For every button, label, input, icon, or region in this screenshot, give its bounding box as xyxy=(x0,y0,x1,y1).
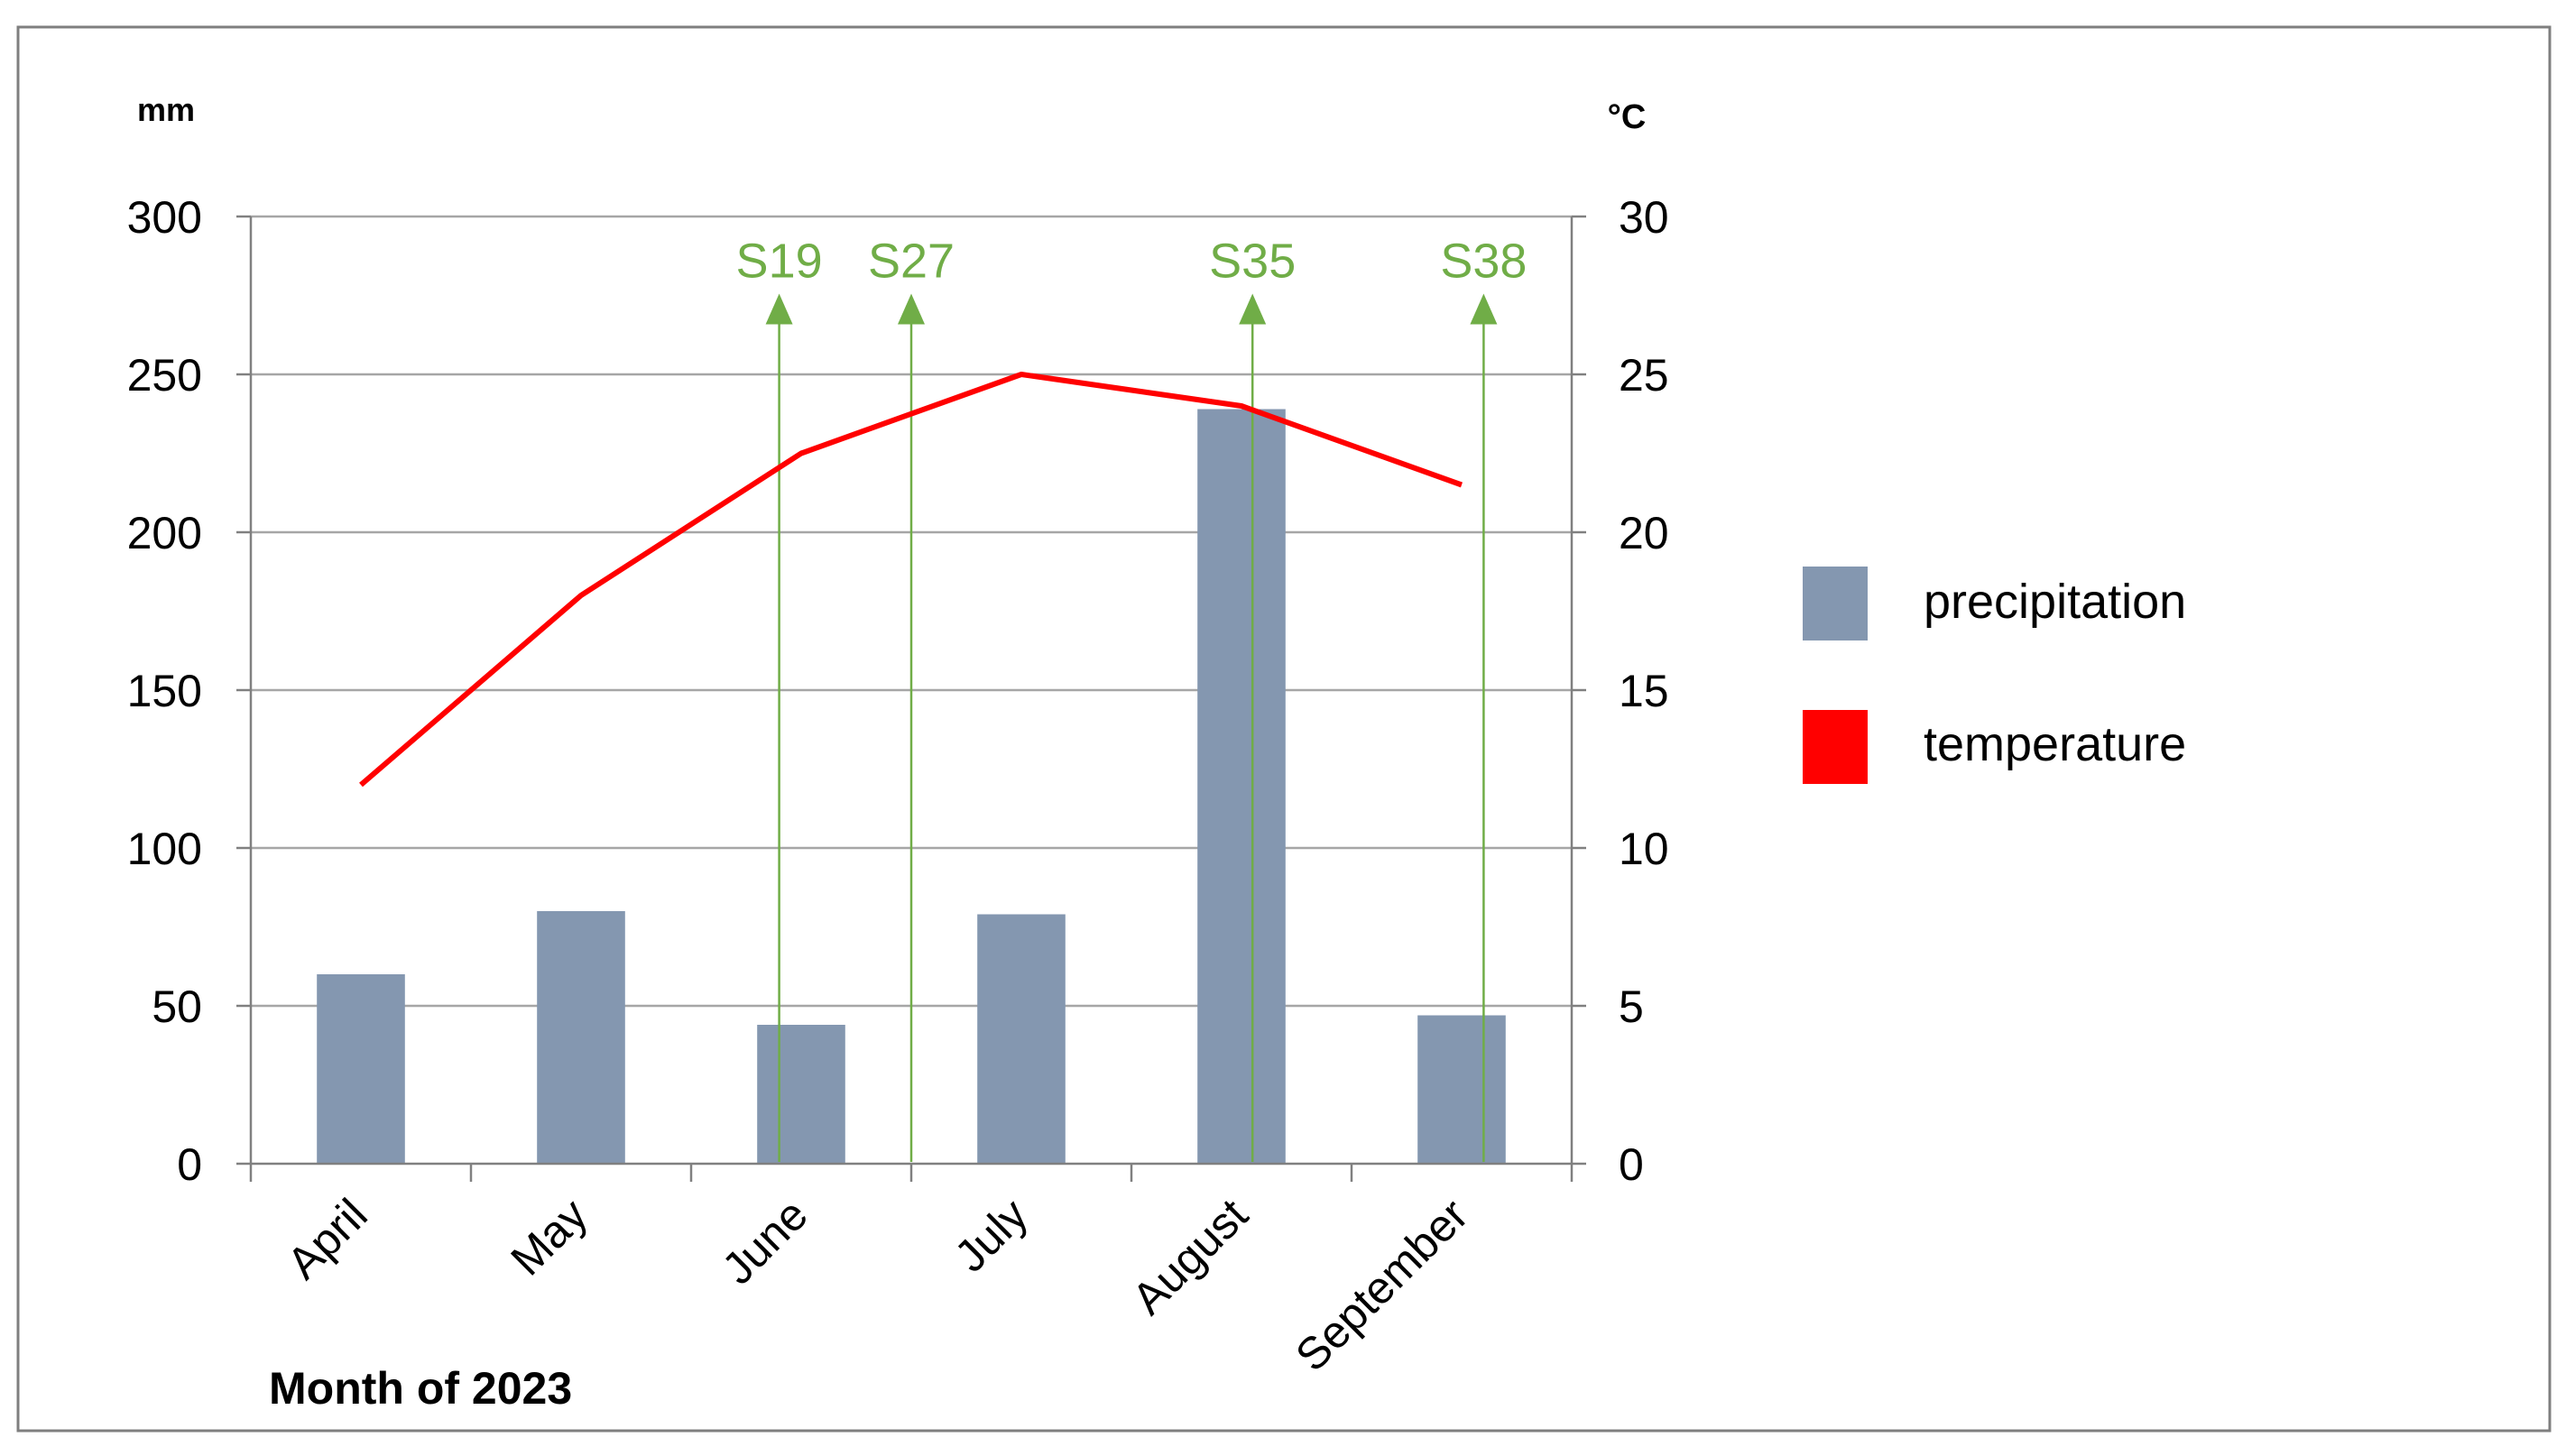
y-tick-label-left: 250 xyxy=(127,350,202,401)
y-tick-label-right: 5 xyxy=(1619,981,1644,1032)
y-tick-label-left: 50 xyxy=(152,981,202,1032)
y-tick-label-right: 0 xyxy=(1619,1139,1644,1190)
marker-label-s38: S38 xyxy=(1440,235,1527,289)
x-axis-title: Month of 2023 xyxy=(269,1363,572,1414)
growth-stage-markers: S19 S27 S35 S38 xyxy=(736,235,1527,1162)
marker-arrow-s27 xyxy=(898,293,925,325)
legend-swatch-temperature xyxy=(1803,710,1868,784)
legend-label-temperature: temperature xyxy=(1924,717,2186,771)
marker-arrow-s19 xyxy=(765,293,793,325)
y-tick-label-right: 25 xyxy=(1619,350,1669,401)
legend-swatch-precipitation xyxy=(1803,567,1868,640)
right-axis-unit: °C xyxy=(1608,98,1647,136)
precipitation-bar-september xyxy=(1417,1015,1506,1164)
y-tick-label-left: 300 xyxy=(127,192,202,243)
precipitation-bars xyxy=(317,409,1506,1164)
y-tick-label-left: 150 xyxy=(127,666,202,716)
legend: precipitation temperature xyxy=(1803,567,2186,784)
temperature-line xyxy=(359,372,1463,788)
temperature-series-line xyxy=(359,372,1463,788)
y-tick-label-right: 10 xyxy=(1619,824,1669,874)
y-tick-label-left: 100 xyxy=(127,824,202,874)
y-tick-label-right: 20 xyxy=(1619,508,1669,558)
precipitation-bar-may xyxy=(537,911,625,1164)
y-tick-label-left: 200 xyxy=(127,508,202,558)
precipitation-bar-august xyxy=(1197,409,1286,1164)
marker-label-s35: S35 xyxy=(1209,235,1296,289)
y-tick-label-right: 15 xyxy=(1619,666,1669,716)
legend-label-precipitation: precipitation xyxy=(1924,575,2186,629)
y-tick-label-right: 30 xyxy=(1619,192,1669,243)
precipitation-bar-june xyxy=(757,1025,845,1164)
marker-label-s27: S27 xyxy=(868,235,955,289)
precipitation-bar-april xyxy=(317,974,405,1164)
precipitation-bar-july xyxy=(977,914,1066,1164)
marker-label-s19: S19 xyxy=(736,235,823,289)
left-axis-unit: mm xyxy=(137,91,195,128)
marker-arrow-s38 xyxy=(1470,293,1498,325)
marker-arrow-s35 xyxy=(1239,293,1267,325)
y-tick-label-left: 0 xyxy=(177,1139,202,1190)
